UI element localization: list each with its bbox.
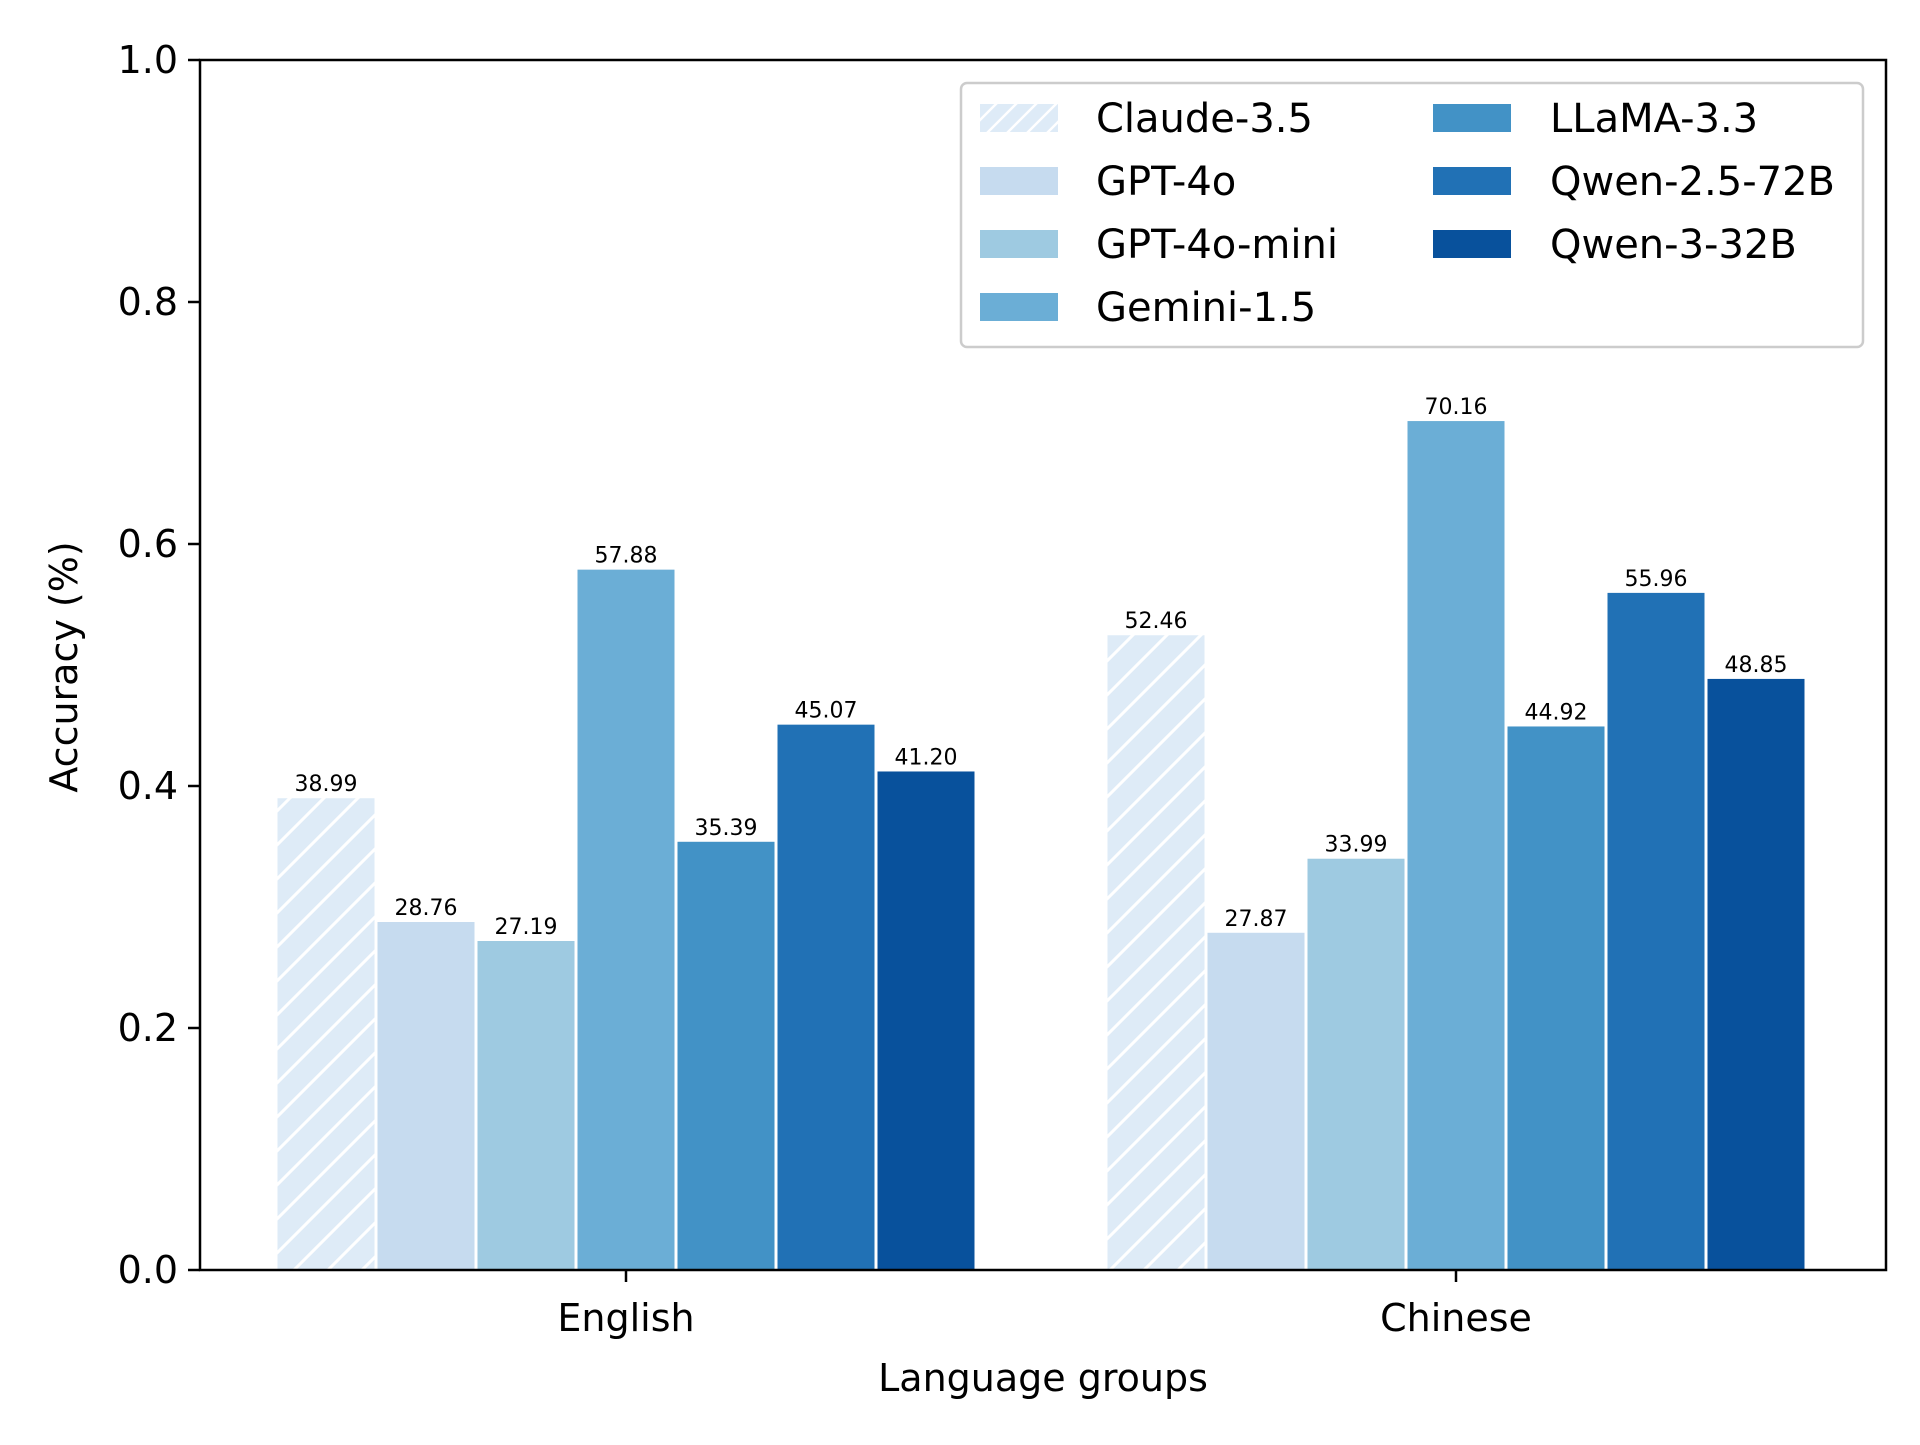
legend-swatch-qwen-3-32b xyxy=(1433,230,1511,258)
bar-gpt-4o-chinese xyxy=(1207,932,1305,1270)
bar-claude-3-5-english xyxy=(277,798,375,1270)
x-axis-title: Language groups xyxy=(878,1356,1208,1400)
legend-swatch-qwen-2-5-72b xyxy=(1433,167,1511,195)
data-label-gpt-4o-mini-chinese: 33.99 xyxy=(1325,833,1388,858)
axes-layer: 0.0 0.2 0.4 0.6 0.8 1.0 English Chinese xyxy=(118,38,1888,1340)
y-axis-title: Accuracy (%) xyxy=(42,541,86,792)
data-label-qwen-2-5-72b-english: 45.07 xyxy=(795,699,858,724)
data-label-llama-3-3-english: 35.39 xyxy=(695,816,758,841)
bar-gemini-1-5-english xyxy=(577,569,675,1270)
bar-qwen-2-5-72b-chinese xyxy=(1607,592,1705,1270)
data-label-gpt-4o-mini-english: 27.19 xyxy=(495,915,558,940)
data-label-gemini-1-5-chinese: 70.16 xyxy=(1425,395,1488,420)
data-label-claude-3-5-english: 38.99 xyxy=(295,772,358,797)
bar-gpt-4o-mini-chinese xyxy=(1307,858,1405,1270)
bar-claude-3-5-chinese xyxy=(1107,635,1205,1270)
y-tick-label: 0.2 xyxy=(118,1006,178,1050)
legend-swatch-claude-3-5 xyxy=(980,104,1058,132)
bar-qwen-2-5-72b-english xyxy=(777,724,875,1270)
data-labels-layer: 38.99 28.76 27.19 57.88 35.39 45.07 41.20 52.46… xyxy=(295,395,1788,940)
data-label-claude-3-5-chinese: 52.46 xyxy=(1125,609,1188,634)
data-label-gpt-4o-english: 28.76 xyxy=(395,896,458,921)
data-label-gpt-4o-chinese: 27.87 xyxy=(1225,907,1288,932)
bars-layer xyxy=(277,421,1805,1271)
bar-qwen-3-32b-chinese xyxy=(1707,678,1805,1270)
bar-gemini-1-5-chinese xyxy=(1407,421,1505,1271)
legend-swatch-llama-3-3 xyxy=(1433,104,1511,132)
y-tick-label: 0.4 xyxy=(118,764,178,808)
x-tick-label-chinese: Chinese xyxy=(1380,1296,1532,1340)
legend-box xyxy=(959,81,1865,349)
bar-llama-3-3-chinese xyxy=(1507,726,1605,1270)
y-tick-label: 0.8 xyxy=(118,280,178,324)
legend-label-gpt-4o-mini: GPT-4o-mini xyxy=(1096,222,1338,268)
legend-label-gpt-4o: GPT-4o xyxy=(1096,159,1236,205)
legend-swatch-gpt-4o-mini xyxy=(980,230,1058,258)
legend-label-gemini-1-5: Gemini-1.5 xyxy=(1096,285,1316,331)
data-label-qwen-2-5-72b-chinese: 55.96 xyxy=(1625,567,1688,592)
bar-qwen-3-32b-english xyxy=(877,771,975,1270)
y-tick-label: 1.0 xyxy=(118,38,178,82)
y-tick-label: 0.6 xyxy=(118,522,178,566)
legend-label-qwen-2-5-72b: Qwen-2.5-72B xyxy=(1550,159,1835,205)
plot-frame xyxy=(198,58,1888,1272)
bar-llama-3-3-english xyxy=(677,841,775,1270)
legend-label-qwen-3-32b: Qwen-3-32B xyxy=(1550,222,1797,268)
y-tick-label: 0.0 xyxy=(118,1248,178,1292)
data-label-llama-3-3-chinese: 44.92 xyxy=(1525,700,1588,725)
legend-label-claude-3-5: Claude-3.5 xyxy=(1096,96,1313,142)
bar-gpt-4o-english xyxy=(377,922,475,1270)
legend-label-llama-3-3: LLaMA-3.3 xyxy=(1550,96,1758,142)
data-label-qwen-3-32b-english: 41.20 xyxy=(895,745,958,770)
legend-swatch-gpt-4o xyxy=(980,167,1058,195)
data-label-qwen-3-32b-chinese: 48.85 xyxy=(1725,653,1788,678)
bar-gpt-4o-mini-english xyxy=(477,941,575,1270)
legend: Claude-3.5 GPT-4o GPT-4o-mini Gemini-1.5 LLa… xyxy=(959,81,1865,349)
data-label-gemini-1-5-english: 57.88 xyxy=(595,544,658,569)
legend-swatch-gemini-1-5 xyxy=(980,293,1058,321)
x-tick-label-english: English xyxy=(557,1296,694,1340)
